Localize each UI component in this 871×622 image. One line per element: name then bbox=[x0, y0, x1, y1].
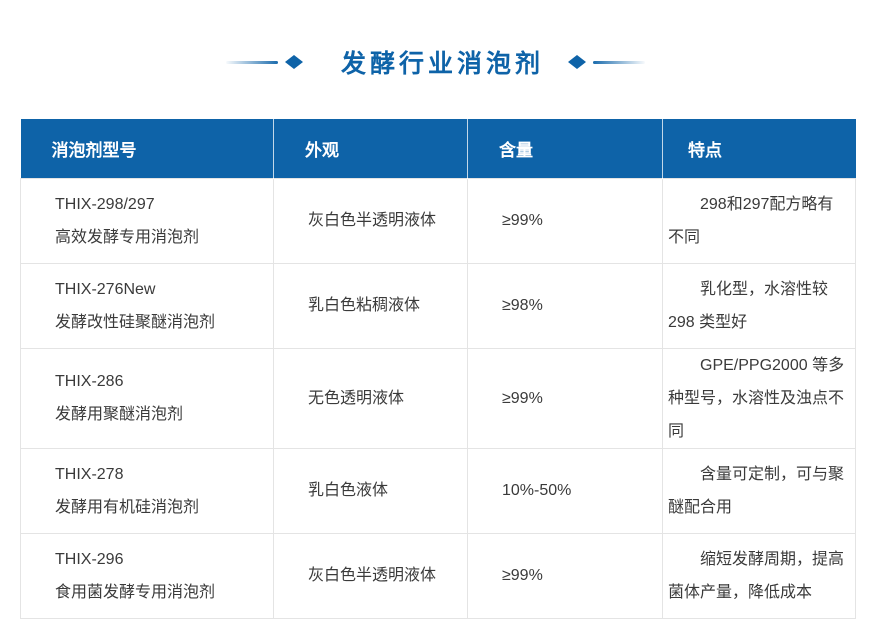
table-row: THIX-276New 发酵改性硅聚醚消泡剂 乳白色粘稠液体 ≥98% 乳化型，… bbox=[20, 262, 856, 349]
appearance-cell: 乳白色液体 bbox=[273, 447, 468, 534]
table-header-row: 消泡剂型号 外观 含量 特点 bbox=[20, 119, 856, 178]
content-cell: ≥99% bbox=[467, 177, 663, 264]
features-text: 298和297配方略有不同 bbox=[668, 195, 834, 246]
table-row: THIX-298/297 高效发酵专用消泡剂 灰白色半透明液体 ≥99% 298… bbox=[20, 177, 856, 264]
model-cell: THIX-278 发酵用有机硅消泡剂 bbox=[20, 447, 274, 534]
features-cell: 缩短发酵周期，提高菌体产量，降低成本 bbox=[662, 532, 856, 619]
model-cell: THIX-286 发酵用聚醚消泡剂 bbox=[20, 347, 274, 449]
model-name: 食用菌发酵专用消泡剂 bbox=[55, 583, 216, 601]
title-deco-right-line bbox=[593, 60, 645, 64]
model-number: THIX-278 bbox=[55, 465, 124, 483]
model-name: 发酵改性硅聚醚消泡剂 bbox=[55, 313, 216, 331]
product-table-container: 消泡剂型号 外观 含量 特点 THIX-298/297 高效发酵专用消泡剂 灰白… bbox=[20, 119, 856, 619]
table-row: THIX-296 食用菌发酵专用消泡剂 灰白色半透明液体 ≥99% 缩短发酵周期… bbox=[20, 532, 856, 619]
features-text: 含量可定制，可与聚醚配合用 bbox=[668, 465, 845, 516]
model-cell: THIX-298/297 高效发酵专用消泡剂 bbox=[20, 177, 274, 264]
content-cell: ≥99% bbox=[467, 532, 663, 619]
model-name: 发酵用有机硅消泡剂 bbox=[55, 498, 200, 516]
model-number: THIX-276New bbox=[55, 280, 156, 298]
features-cell: GPE/PPG2000 等多种型号，水溶性及浊点不同 bbox=[662, 347, 856, 449]
column-header-model: 消泡剂型号 bbox=[20, 119, 274, 178]
appearance-cell: 无色透明液体 bbox=[273, 347, 468, 449]
model-cell: THIX-296 食用菌发酵专用消泡剂 bbox=[20, 532, 274, 619]
appearance-cell: 乳白色粘稠液体 bbox=[273, 262, 468, 349]
table-row: THIX-286 发酵用聚醚消泡剂 无色透明液体 ≥99% GPE/PPG200… bbox=[20, 347, 856, 449]
model-cell: THIX-276New 发酵改性硅聚醚消泡剂 bbox=[20, 262, 274, 349]
features-cell: 含量可定制，可与聚醚配合用 bbox=[662, 447, 856, 534]
product-table: 消泡剂型号 外观 含量 特点 THIX-298/297 高效发酵专用消泡剂 灰白… bbox=[20, 119, 856, 619]
features-text: 缩短发酵周期，提高菌体产量，降低成本 bbox=[668, 550, 845, 601]
model-name: 发酵用聚醚消泡剂 bbox=[55, 406, 184, 423]
model-number: THIX-298/297 bbox=[55, 195, 155, 213]
column-header-appearance: 外观 bbox=[273, 119, 468, 178]
model-name: 高效发酵专用消泡剂 bbox=[55, 228, 200, 246]
title-deco-left-line bbox=[225, 60, 278, 64]
column-header-content: 含量 bbox=[467, 119, 663, 178]
title-band: 发酵行业消泡剂 bbox=[0, 44, 871, 80]
features-cell: 乳化型，水溶性较298 类型好 bbox=[662, 262, 856, 349]
content-cell: ≥99% bbox=[467, 347, 663, 449]
content-cell: ≥98% bbox=[467, 262, 663, 349]
model-number: THIX-296 bbox=[55, 550, 124, 568]
page-title: 发酵行业消泡剂 bbox=[340, 50, 544, 78]
table-row: THIX-278 发酵用有机硅消泡剂 乳白色液体 10%-50% 含量可定制，可… bbox=[20, 447, 856, 534]
diamond-icon bbox=[568, 55, 586, 69]
features-cell: 298和297配方略有不同 bbox=[662, 177, 856, 264]
appearance-cell: 灰白色半透明液体 bbox=[273, 532, 468, 619]
content-cell: 10%-50% bbox=[467, 447, 663, 534]
model-number: THIX-286 bbox=[55, 373, 124, 390]
column-header-features: 特点 bbox=[662, 119, 856, 178]
features-text: 乳化型，水溶性较298 类型好 bbox=[668, 280, 829, 331]
diamond-icon bbox=[284, 55, 303, 69]
features-text: GPE/PPG2000 等多种型号，水溶性及浊点不同 bbox=[668, 356, 845, 440]
appearance-cell: 灰白色半透明液体 bbox=[273, 177, 468, 264]
